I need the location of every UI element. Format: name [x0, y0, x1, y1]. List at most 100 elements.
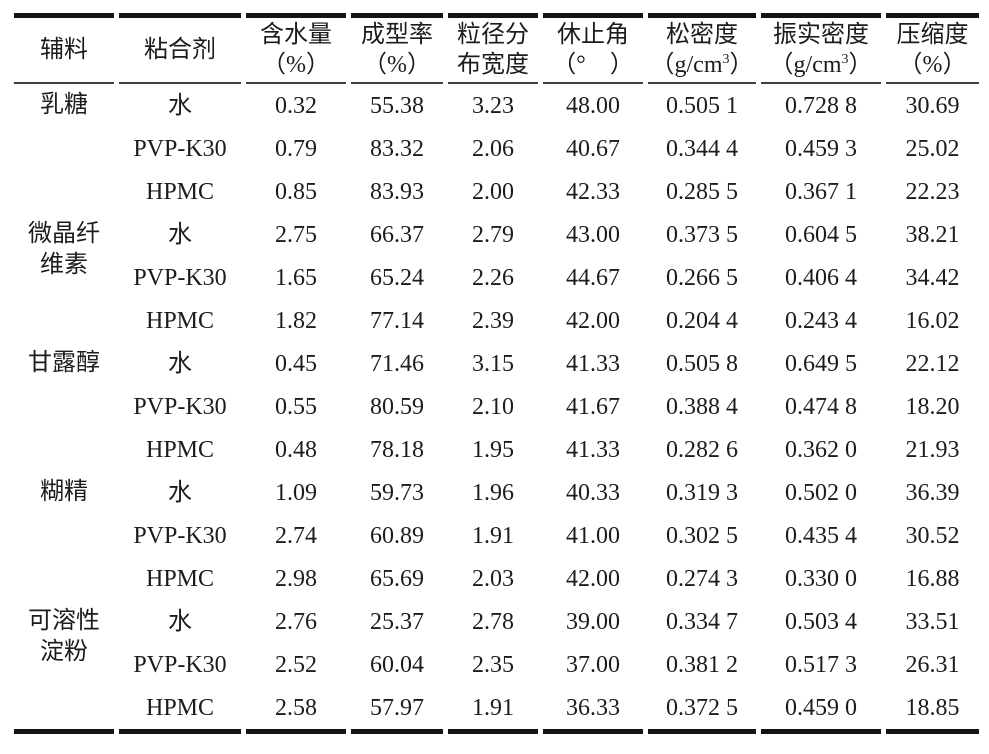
- value-cell: 0.319 3: [666, 479, 738, 506]
- binder-cell: PVP-K30: [133, 135, 227, 162]
- value-cell: 2.39: [472, 307, 514, 334]
- value-cell: 39.00: [566, 608, 620, 635]
- header-cell: 含水量 （%）: [246, 13, 346, 84]
- header-line-1: 成型率: [361, 22, 433, 48]
- value-cell: 3.15: [472, 350, 514, 377]
- value-cell: 16.88: [905, 565, 960, 592]
- value-cell: 0.517 3: [785, 651, 857, 678]
- header-line-1: 粒径分: [457, 22, 529, 48]
- value-cell: 0.344 4: [666, 135, 738, 162]
- value-cell: 2.03: [472, 565, 514, 592]
- value-cell: 0.85: [275, 178, 317, 205]
- excipient-label: 糊精: [40, 479, 88, 505]
- header-line-1: 辅料: [40, 37, 88, 63]
- value-cell: 0.204 4: [666, 307, 738, 334]
- header-line-2: （g/cm3）: [650, 52, 754, 78]
- header-line-2: 布宽度: [457, 52, 529, 78]
- value-cell: 3.23: [472, 92, 514, 119]
- results-table: 辅料 粘合剂 含水量 （%） 成型率 （%） 粒径分布宽度 休止角 （° ） 松密度 （g/cm3）…: [9, 13, 984, 734]
- unit-superscript: 3: [722, 52, 730, 67]
- value-cell: 0.502 0: [785, 479, 857, 506]
- value-cell: 0.728 8: [785, 92, 857, 119]
- value-cell: 60.04: [370, 651, 424, 678]
- table-row: 乳糖 水 0.32 55.38 3.23 48.00 0.505 1 0.728 8 30.69: [14, 84, 979, 127]
- value-cell: 30.69: [905, 92, 960, 119]
- table-row: PVP-K30 0.55 80.59 2.10 41.67 0.388 4 0.474 8 1…: [14, 385, 979, 428]
- value-cell: 55.38: [370, 92, 424, 119]
- value-cell: 0.334 7: [666, 608, 738, 635]
- value-cell: 78.18: [370, 436, 424, 463]
- value-cell: 0.330 0: [785, 565, 857, 592]
- binder-cell: HPMC: [145, 436, 215, 463]
- value-cell: 65.69: [370, 565, 424, 592]
- header-cell: 成型率 （%）: [351, 13, 443, 84]
- excipient-cell: 甘露醇: [14, 342, 114, 471]
- header-line-1: 休止角: [557, 22, 629, 48]
- value-cell: 41.33: [566, 350, 620, 377]
- value-cell: 36.33: [543, 686, 643, 734]
- value-cell: 21.93: [905, 436, 960, 463]
- binder-cell: HPMC: [145, 307, 215, 334]
- value-cell: 42.00: [566, 565, 620, 592]
- header-line-1: 含水量: [260, 22, 332, 48]
- header-line-1: 粘合剂: [144, 37, 216, 63]
- excipient-label: 微晶纤 维素: [28, 221, 100, 278]
- header-cell: 压缩度 （%）: [886, 13, 979, 84]
- value-cell: 0.243 4: [785, 307, 857, 334]
- value-cell: 0.503 4: [785, 608, 857, 635]
- value-cell: 1.65: [275, 264, 317, 291]
- table-body: 乳糖水 0.32 55.38 3.23 48.00 0.505 1 0.728 8 30.69…: [14, 84, 979, 734]
- table-row: 微晶纤 维素 水 2.75 66.37 2.79 43.00 0.373 5 0.604 5 38…: [14, 213, 979, 278]
- value-cell: 2.00: [472, 178, 514, 205]
- excipient-cell: 糊精: [14, 471, 114, 600]
- value-cell: 0.274 3: [666, 565, 738, 592]
- table-row: PVP-K30 1.65 65.24 2.26 44.67 0.266 5 0.406 4 3…: [14, 256, 979, 299]
- value-cell: 71.46: [370, 350, 424, 377]
- value-cell: 25.02: [905, 135, 960, 162]
- value-cell: 0.367 1: [785, 178, 857, 205]
- table-row: PVP-K30 2.74 60.89 1.91 41.00 0.302 5 0.435 4 3…: [14, 514, 979, 557]
- value-cell: 2.98: [275, 565, 317, 592]
- table-row: PVP-K30 2.52 60.04 2.35 37.00 0.381 2 0.517 3 2…: [14, 643, 979, 686]
- value-cell: 80.59: [370, 393, 424, 420]
- table-row: HPMC 2.58 57.97 1.91 36.33 0.372 5 0.459 0 18.8…: [14, 686, 979, 734]
- value-cell: 0.282 6: [666, 436, 738, 463]
- excipient-label: 乳糖: [40, 92, 88, 118]
- value-cell: 30.52: [905, 522, 960, 549]
- value-cell: 0.362 0: [785, 436, 857, 463]
- value-cell: 1.96: [472, 479, 514, 506]
- value-cell: 48.00: [566, 92, 620, 119]
- value-cell: 22.12: [905, 350, 960, 377]
- header-cell: 粘合剂: [119, 13, 241, 84]
- value-cell: 2.52: [275, 651, 317, 678]
- header-row: 辅料 粘合剂 含水量 （%） 成型率 （%） 粒径分布宽度 休止角 （° ） 松密度 （g/cm3）…: [14, 13, 979, 84]
- header-line-2: （° ）: [552, 52, 634, 78]
- table-row: HPMC 1.82 77.14 2.39 42.00 0.204 4 0.243 4 16.0…: [14, 299, 979, 342]
- value-cell: 2.76: [275, 608, 317, 635]
- header-cell: 休止角 （° ）: [543, 13, 643, 84]
- value-cell: 2.10: [472, 393, 514, 420]
- value-cell: 2.74: [275, 522, 317, 549]
- table-row: 甘露醇 水 0.45 71.46 3.15 41.33 0.505 8 0.649 5 22.1…: [14, 342, 979, 385]
- value-cell: 0.505 8: [666, 350, 738, 377]
- value-cell: 0.604 5: [785, 221, 857, 248]
- table-row: PVP-K30 0.79 83.32 2.06 40.67 0.344 4 0.459 3 2…: [14, 127, 979, 170]
- table-row: HPMC 0.85 83.93 2.00 42.33 0.285 5 0.367 1 22.2…: [14, 170, 979, 213]
- header-line-1: 压缩度: [896, 22, 969, 48]
- value-cell: 0.474 8: [785, 393, 857, 420]
- table-row: 糊精 水 1.09 59.73 1.96 40.33 0.319 3 0.502 0 36.39: [14, 471, 979, 514]
- value-cell: 41.67: [566, 393, 620, 420]
- value-cell: 18.20: [905, 393, 960, 420]
- value-cell: 1.82: [275, 307, 317, 334]
- header-cell: 松密度 （g/cm3）: [648, 13, 756, 84]
- excipient-cell: 乳糖: [14, 84, 114, 213]
- header-line-2: （%）: [363, 52, 431, 78]
- header-line-2: （%）: [262, 52, 330, 78]
- value-cell: 0.372 5: [648, 686, 756, 734]
- excipient-label: 甘露醇: [28, 350, 100, 376]
- value-cell: 0.505 1: [666, 92, 738, 119]
- value-cell: 41.33: [566, 436, 620, 463]
- header-line-1: 松密度: [666, 22, 738, 48]
- value-cell: 41.00: [566, 522, 620, 549]
- table-row: 可溶性 淀粉 水 2.76 25.37 2.78 39.00 0.334 7 0.503 4 33…: [14, 600, 979, 734]
